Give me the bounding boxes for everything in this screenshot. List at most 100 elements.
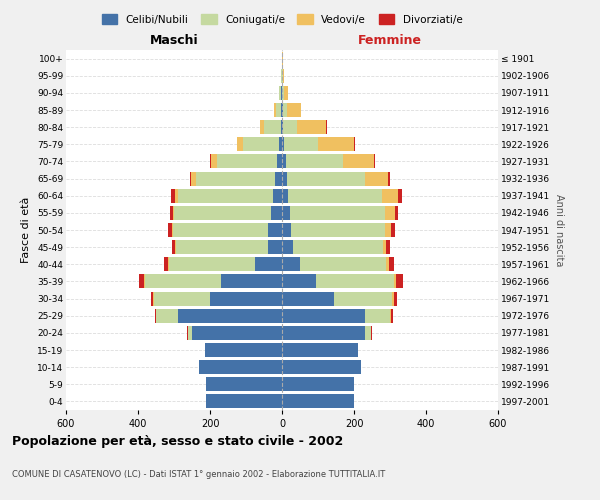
Bar [173, 206, 174, 220]
Bar [282, 138, 284, 151]
Bar [283, 120, 298, 134]
Bar [383, 240, 386, 254]
Bar [255, 258, 282, 272]
Bar [236, 138, 243, 151]
Legend: Celibi/Nubili, Coniugati/e, Vedovi/e, Divorziati/e: Celibi/Nubili, Coniugati/e, Vedovi/e, Di… [97, 10, 467, 29]
Bar [173, 223, 268, 237]
Text: Femmine: Femmine [358, 34, 422, 46]
Bar [282, 188, 289, 202]
Bar [206, 378, 282, 392]
Bar [281, 86, 282, 100]
Bar [188, 326, 192, 340]
Bar [398, 188, 402, 202]
Bar [282, 172, 287, 185]
Bar [243, 138, 279, 151]
Bar [279, 86, 280, 100]
Bar [151, 292, 154, 306]
Bar [282, 360, 361, 374]
Bar [172, 240, 175, 254]
Bar [175, 188, 178, 202]
Bar [275, 172, 282, 185]
Bar [394, 274, 396, 288]
Bar [298, 120, 326, 134]
Bar [282, 394, 354, 408]
Bar [316, 274, 394, 288]
Bar [391, 223, 395, 237]
Bar [282, 258, 300, 272]
Bar [154, 292, 210, 306]
Bar [300, 258, 386, 272]
Bar [282, 223, 291, 237]
Bar [365, 172, 388, 185]
Bar [334, 292, 392, 306]
Bar [386, 240, 390, 254]
Bar [199, 360, 282, 374]
Bar [283, 86, 284, 100]
Bar [196, 172, 275, 185]
Bar [190, 172, 191, 185]
Bar [145, 274, 221, 288]
Bar [174, 206, 271, 220]
Bar [268, 240, 282, 254]
Bar [274, 103, 275, 117]
Bar [394, 292, 397, 306]
Bar [156, 308, 178, 322]
Bar [282, 326, 365, 340]
Bar [388, 172, 389, 185]
Bar [282, 378, 354, 392]
Text: Popolazione per età, sesso e stato civile - 2002: Popolazione per età, sesso e stato civil… [12, 435, 343, 448]
Bar [395, 206, 398, 220]
Bar [385, 223, 391, 237]
Bar [391, 308, 392, 322]
Bar [282, 308, 365, 322]
Bar [283, 68, 284, 82]
Bar [192, 326, 282, 340]
Bar [175, 240, 176, 254]
Bar [284, 86, 289, 100]
Bar [365, 308, 390, 322]
Y-axis label: Fasce di età: Fasce di età [22, 197, 31, 263]
Bar [282, 240, 293, 254]
Bar [139, 274, 145, 288]
Bar [282, 343, 358, 357]
Bar [282, 206, 290, 220]
Bar [176, 240, 268, 254]
Bar [168, 258, 169, 272]
Bar [282, 120, 283, 134]
Bar [365, 326, 371, 340]
Bar [187, 326, 188, 340]
Bar [287, 103, 301, 117]
Bar [282, 103, 283, 117]
Bar [205, 343, 282, 357]
Bar [282, 274, 316, 288]
Text: Maschi: Maschi [149, 34, 199, 46]
Bar [217, 154, 277, 168]
Bar [279, 138, 282, 151]
Bar [277, 154, 282, 168]
Bar [167, 223, 172, 237]
Bar [169, 258, 255, 272]
Bar [389, 258, 394, 272]
Bar [155, 308, 156, 322]
Y-axis label: Anni di nascita: Anni di nascita [554, 194, 564, 266]
Bar [385, 206, 395, 220]
Bar [284, 138, 318, 151]
Bar [282, 292, 334, 306]
Bar [374, 154, 375, 168]
Bar [390, 308, 391, 322]
Bar [343, 154, 374, 168]
Bar [293, 240, 383, 254]
Bar [354, 138, 355, 151]
Bar [170, 206, 173, 220]
Bar [287, 172, 365, 185]
Bar [164, 258, 168, 272]
Bar [206, 394, 282, 408]
Bar [281, 103, 282, 117]
Bar [396, 274, 403, 288]
Bar [371, 326, 372, 340]
Bar [178, 188, 273, 202]
Bar [221, 274, 282, 288]
Bar [260, 120, 265, 134]
Bar [210, 292, 282, 306]
Bar [275, 103, 281, 117]
